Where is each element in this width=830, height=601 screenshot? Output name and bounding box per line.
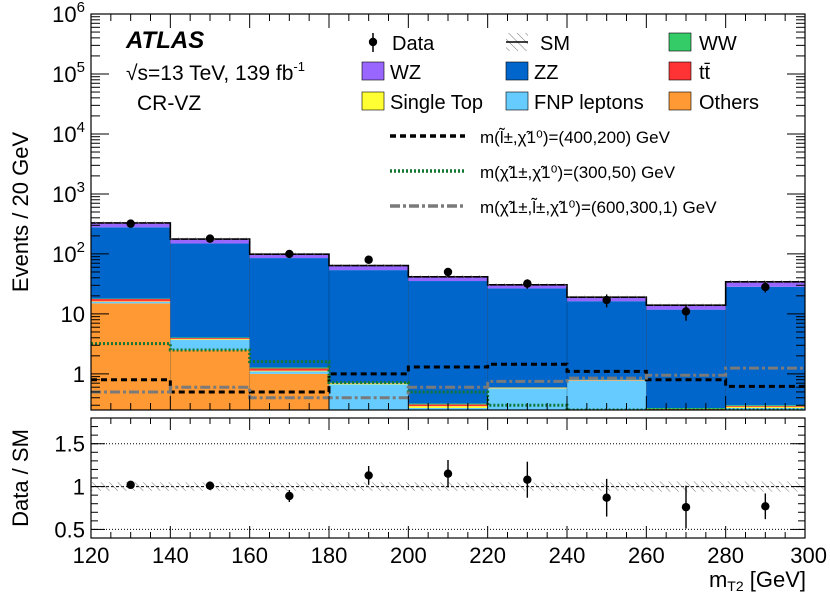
ratio-point [206, 482, 214, 490]
bar-fnp-leptons [170, 340, 249, 350]
x-tick-label: 280 [707, 543, 744, 568]
ratio-y-tick-label: 1.5 [54, 432, 85, 457]
data-point [364, 256, 372, 264]
bar-zz [91, 227, 170, 298]
ratio-y-axis-title: Data / SM [8, 429, 33, 527]
data-point [602, 296, 610, 304]
data-point [206, 234, 214, 242]
legend-label: ZZ [534, 62, 558, 84]
ratio-point [285, 492, 293, 500]
bar-zz [408, 281, 487, 404]
legend-label: WZ [390, 62, 421, 84]
x-tick-label: 240 [549, 543, 586, 568]
bar-zz [170, 244, 249, 338]
legend-signal-label: m(l̃±,χ̃1⁰)=(400,200) GeV [480, 127, 671, 147]
bar-tt- [250, 368, 329, 370]
legend-ww-label: WW [699, 33, 737, 55]
legend-label: FNP leptons [534, 92, 644, 114]
region-label: CR-VZ [137, 92, 201, 115]
y-tick-label: 103 [52, 179, 85, 207]
legend-signal-label: m(χ̃1±,l̃±,χ̃1⁰)=(600,300,1) GeV [480, 197, 717, 217]
x-tick-label: 260 [628, 543, 665, 568]
legend-signal-label: m(χ̃1±,χ̃1⁰)=(300,50) GeV [480, 163, 676, 182]
bar-zz [567, 301, 646, 380]
bar-zz [488, 288, 567, 387]
bar-others [646, 413, 725, 415]
bar-single-top [250, 371, 329, 372]
ratio-y-tick-label: 1 [73, 475, 85, 500]
ratio-point [364, 471, 372, 479]
y-tick-label: 10 [61, 302, 85, 327]
legend-label: Single Top [390, 92, 483, 114]
legend-swatch [506, 92, 528, 110]
data-point [126, 219, 134, 227]
data-point [523, 279, 531, 287]
energy-lumi-label: √s=13 TeV, 139 fb-1 [126, 59, 305, 85]
bar-fnp-leptons [250, 371, 329, 373]
ratio-point [523, 476, 531, 484]
x-tick-label: 120 [73, 543, 110, 568]
x-tick-label: 160 [231, 543, 268, 568]
legend-data-label: Data [392, 33, 435, 55]
x-tick-label: 300 [790, 543, 827, 568]
data-point [444, 268, 452, 276]
ratio-point [602, 494, 610, 502]
y-tick-label: 104 [52, 119, 85, 147]
legend-swatch [669, 62, 691, 80]
legend-label: Others [699, 92, 759, 114]
bar-others [567, 413, 646, 415]
x-tick-label: 200 [390, 543, 427, 568]
legend: Data SM WW WZ ZZ tt̄ Single Top FNP leptons Othe… [362, 33, 759, 217]
ratio-y-tick-label: 0.5 [54, 517, 85, 542]
legend-label: tt̄ [699, 62, 711, 84]
ratio-point [682, 503, 690, 511]
bar-others [329, 413, 408, 415]
legend-swatch [506, 62, 528, 80]
bar-tt- [170, 338, 249, 339]
y-tick-label: 1 [73, 362, 85, 387]
legend-swatch [669, 92, 691, 110]
bar-fnp-leptons [646, 411, 725, 413]
x-axis-title: mT2 [GeV] [709, 567, 806, 594]
legend-sm-label: SM [540, 33, 570, 55]
legend-swatch [362, 92, 384, 110]
x-tick-label: 140 [152, 543, 189, 568]
bar-zz [329, 270, 408, 383]
bar-others [408, 413, 487, 415]
legend-data-marker [369, 38, 377, 46]
data-point [682, 307, 690, 315]
bar-zz [250, 258, 329, 367]
sm-uncertainty-bin [329, 264, 408, 267]
y-tick-label: 106 [52, 0, 85, 27]
bar-fnp-leptons [91, 302, 170, 304]
y-tick-label: 105 [52, 59, 85, 87]
legend-ww-swatch [669, 33, 691, 51]
ratio-uncertainty-bin [250, 482, 329, 491]
ratio-point [761, 502, 769, 510]
ratio-point [444, 470, 452, 478]
x-tick-label: 220 [469, 543, 506, 568]
ratio-data-points [126, 460, 769, 529]
bar-others [488, 413, 567, 415]
bar-ww [170, 337, 249, 338]
bar-zz [646, 310, 725, 408]
x-tick-label: 180 [311, 543, 348, 568]
bar-others [726, 410, 805, 415]
data-point [285, 250, 293, 258]
bar-single-top [170, 339, 249, 340]
ratio-point [126, 481, 134, 489]
data-point [761, 283, 769, 291]
bar-others [91, 303, 170, 415]
atlas-label: ATLAS [125, 27, 204, 54]
legend-swatch [362, 62, 384, 80]
bar-tt- [91, 299, 170, 301]
y-tick-label: 102 [52, 239, 85, 267]
bar-ww [250, 367, 329, 368]
y-axis-title: Events / 20 GeV [8, 132, 33, 293]
